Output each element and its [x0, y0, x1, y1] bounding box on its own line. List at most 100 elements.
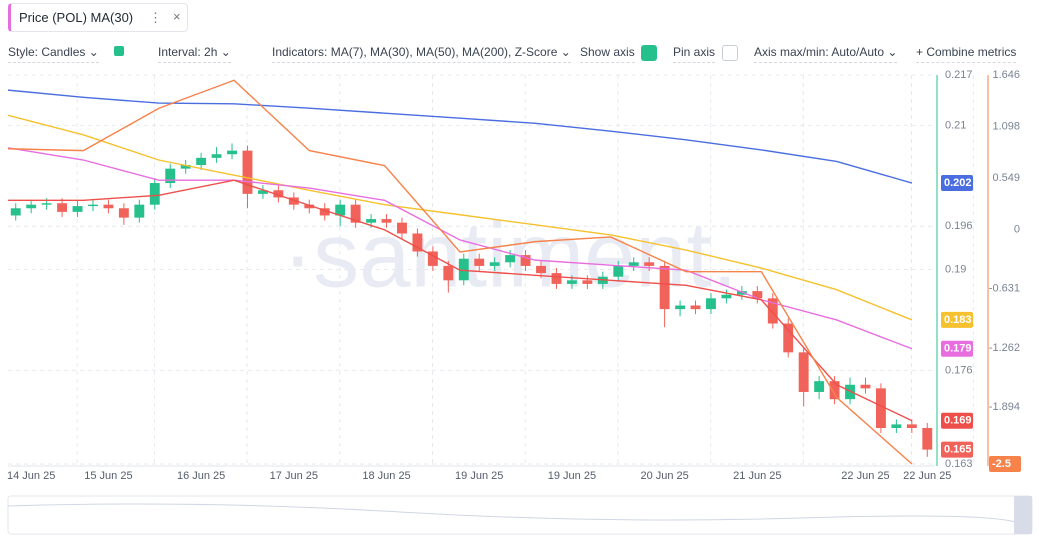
- candle-body: [706, 298, 716, 310]
- candle-body: [397, 222, 407, 234]
- candle-body: [227, 150, 237, 155]
- candle-body: [242, 150, 253, 194]
- candle-body: [57, 203, 68, 212]
- y2-tick-label: 1.646: [992, 69, 1020, 81]
- value-badge-bg: [941, 340, 973, 357]
- candle-body: [922, 427, 933, 450]
- candle-body: [103, 204, 114, 209]
- price-badge-bg: [941, 441, 973, 458]
- candle-body: [335, 204, 346, 216]
- candle-body: [628, 262, 639, 266]
- candle-body: [520, 255, 531, 266]
- tab-menu[interactable]: ⋮: [149, 10, 162, 25]
- candle-body: [505, 255, 516, 263]
- value-badge: 0.179: [944, 343, 972, 355]
- y2-tick-label: 0: [1014, 223, 1020, 235]
- pin-axis-checkbox[interactable]: [722, 45, 738, 61]
- show-axis-checkbox[interactable]: [641, 45, 657, 61]
- candle-body: [427, 251, 438, 266]
- candle-body: [412, 233, 423, 252]
- navigator[interactable]: [7, 495, 1033, 535]
- candle-body: [72, 206, 83, 212]
- y2-tick-label: -1.262: [989, 342, 1020, 354]
- x-tick-label: 20 Jun 25: [640, 470, 688, 482]
- candle-body: [41, 203, 52, 205]
- x-tick-label: 17 Jun 25: [270, 470, 318, 482]
- interval-label: Interval: 2h: [158, 45, 218, 59]
- tab-close[interactable]: ×: [173, 9, 181, 24]
- candle-body: [443, 265, 454, 281]
- candle-body: [767, 298, 778, 324]
- y-tick-label: 0.19: [945, 263, 966, 275]
- show-axis[interactable]: Show axis: [580, 45, 635, 63]
- indicator-line: [7, 114, 913, 321]
- value-badge-bg: [941, 311, 973, 328]
- candle-body: [366, 219, 377, 223]
- y-tick-label: 0.176: [945, 364, 973, 376]
- tab-title: Price (POL) MA(30): [19, 10, 134, 25]
- candle-body: [814, 381, 825, 392]
- pin-axis[interactable]: Pin axis: [673, 45, 716, 63]
- candle-body: [752, 291, 763, 299]
- candle-body: [551, 273, 562, 284]
- candle-body: [350, 204, 361, 223]
- candle-body: [582, 280, 593, 284]
- axis-minmax-label: Axis max/min: Auto/Auto: [754, 45, 885, 59]
- y2-tick-label: -0.631: [989, 283, 1020, 295]
- candle-body: [798, 352, 809, 392]
- candle-body: [458, 258, 469, 281]
- value-badge: 0.202: [944, 177, 972, 189]
- candle-body: [659, 265, 670, 310]
- y-tick-label: 0.21: [945, 119, 966, 131]
- indicators-select[interactable]: Indicators: MA(7), MA(30), MA(50), MA(20…: [272, 45, 571, 63]
- candle-body: [10, 208, 21, 216]
- candle-body: [829, 381, 840, 400]
- navigator-handle[interactable]: [1014, 496, 1032, 534]
- metric-tab[interactable]: Price (POL) MA(30) ⋮ ×: [8, 3, 188, 32]
- y-tick-label: 0.163: [945, 458, 973, 470]
- candle-body: [536, 265, 546, 274]
- color-picker[interactable]: [114, 46, 124, 56]
- candle-body: [118, 208, 129, 218]
- x-tick-label: 14 Jun 25: [7, 470, 55, 482]
- y2-value-badge-bg: [989, 456, 1021, 472]
- candle-body: [875, 388, 886, 428]
- indicator-line: [7, 89, 913, 184]
- y2-value-badge: -2.5: [992, 458, 1011, 470]
- value-badge: 0.183: [944, 314, 972, 326]
- candle-body: [721, 294, 732, 299]
- candle-body: [845, 384, 855, 400]
- candle-body: [149, 183, 160, 205]
- candle-body: [906, 424, 917, 428]
- candle-body: [736, 291, 747, 295]
- candle-body: [381, 219, 392, 223]
- style-select[interactable]: Style: Candles ⌄: [8, 45, 99, 63]
- candle-body: [690, 305, 701, 310]
- y-tick-label: 0.217: [945, 69, 973, 81]
- axis-minmax-select[interactable]: Axis max/min: Auto/Auto ⌄: [754, 45, 898, 63]
- candle-body: [783, 323, 794, 353]
- candle-body: [273, 190, 284, 198]
- x-tick-label: 19 Jun 25: [455, 470, 503, 482]
- y2-tick-label: -1.894: [989, 401, 1020, 413]
- x-tick-label: 21 Jun 25: [733, 470, 781, 482]
- show-axis-label: Show axis: [580, 45, 635, 59]
- indicators-label: Indicators: MA(7), MA(30), MA(50), MA(20…: [272, 45, 558, 59]
- x-tick-label: 22 Jun 25: [903, 470, 951, 482]
- y2-tick-label: 1.098: [992, 120, 1020, 132]
- x-tick-label: 15 Jun 25: [84, 470, 132, 482]
- x-tick-label: 16 Jun 25: [177, 470, 225, 482]
- y-tick-label: 0.196: [945, 220, 973, 232]
- candle-body: [489, 262, 500, 266]
- interval-select[interactable]: Interval: 2h ⌄: [158, 45, 231, 63]
- combine-label: + Combine metrics: [916, 45, 1017, 59]
- value-badge-bg: [941, 412, 973, 429]
- candle-body: [134, 204, 145, 218]
- candle-body: [196, 157, 207, 166]
- x-tick-label: 22 Jun 25: [841, 470, 889, 482]
- candle-body: [860, 384, 871, 389]
- candle-body: [675, 305, 686, 310]
- combine-metrics[interactable]: + Combine metrics: [916, 45, 1017, 63]
